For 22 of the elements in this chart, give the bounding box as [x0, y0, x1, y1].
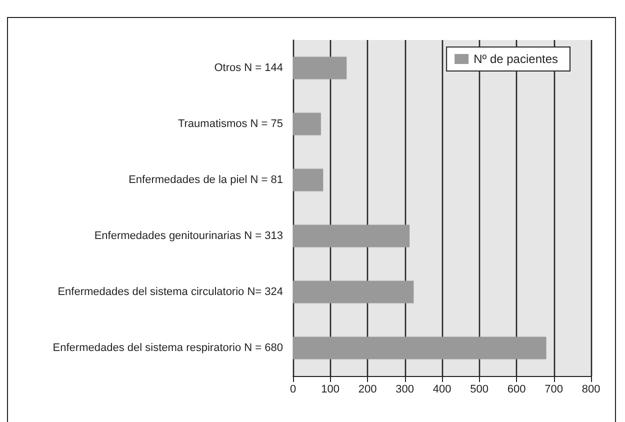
x-tick-label: 200 [358, 384, 377, 396]
x-tick-label: 0 [290, 384, 296, 396]
x-tick-label: 400 [432, 384, 452, 396]
x-tick-label: 300 [396, 384, 414, 396]
bar [293, 56, 347, 80]
bar [293, 112, 321, 136]
bar [293, 224, 410, 248]
y-tick-label: Otros N = 144 [214, 62, 283, 74]
y-tick-label: Traumatismos N = 75 [178, 118, 283, 130]
x-tick-label: 500 [470, 384, 488, 396]
bar [293, 336, 546, 360]
x-tick-label: 800 [582, 384, 600, 396]
y-tick-label: Enfermedades del sistema circulatorio N= 324 [58, 286, 283, 298]
y-tick-label: Enfermedades de la piel N = 81 [128, 174, 283, 186]
x-tick-label: 100 [321, 384, 340, 396]
x-tick-label: 700 [544, 384, 563, 396]
bar [293, 280, 414, 304]
y-tick-label: Enfermedades genitourinarias N = 313 [94, 230, 283, 242]
x-tick-label: 600 [507, 384, 526, 396]
y-tick-label: Enfermedades del sistema respiratorio N = 680 [52, 342, 283, 354]
bar [293, 168, 324, 192]
legend-label: Nº de pacientes [474, 52, 558, 66]
